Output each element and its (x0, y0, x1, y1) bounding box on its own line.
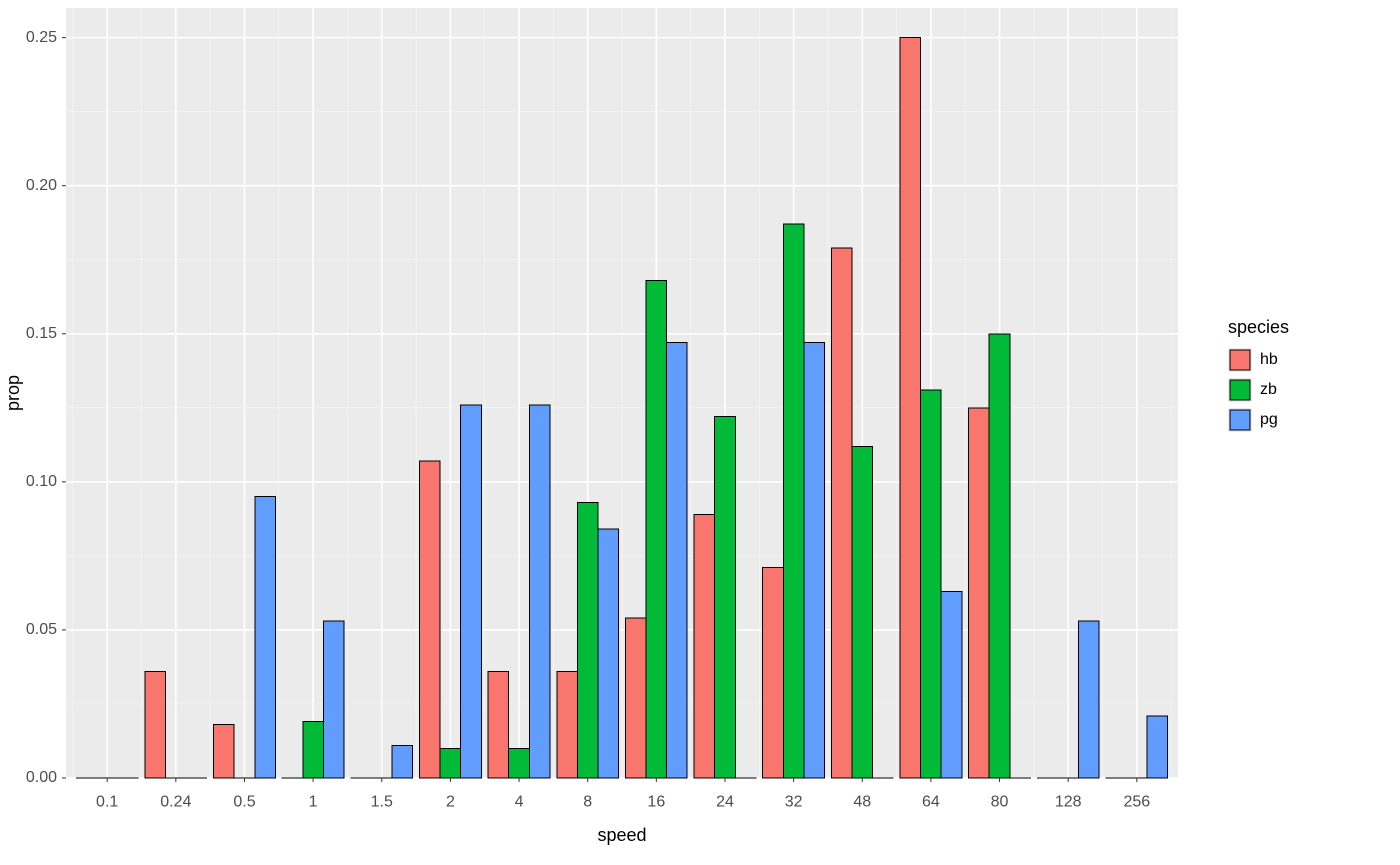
legend-item-zb: zb (1228, 378, 1277, 402)
x-tick-label: 64 (922, 793, 940, 810)
legend-item-pg: pg (1228, 408, 1278, 432)
y-tick-label: 0.25 (26, 29, 57, 46)
bar-pg-32 (804, 343, 825, 778)
bar-hb-0.24 (145, 671, 166, 778)
y-tick-label: 0.00 (26, 769, 57, 786)
x-tick-label: 8 (583, 793, 592, 810)
legend: species hb zb pg (1228, 317, 1289, 432)
x-tick-label: 1.5 (371, 793, 393, 810)
bar-pg-4 (529, 405, 550, 778)
bar-pg-64 (941, 591, 962, 778)
x-tick-label: 256 (1123, 793, 1150, 810)
bar-pg-256 (1147, 716, 1168, 778)
legend-title: species (1228, 317, 1289, 337)
x-tick-label: 48 (853, 793, 871, 810)
bar-hb-16 (625, 618, 646, 778)
bar-zb-80 (989, 334, 1010, 778)
x-tick-label: 0.1 (96, 793, 118, 810)
y-tick-label: 0.15 (26, 325, 57, 342)
bar-hb-24 (694, 514, 715, 778)
bar-hb-0.5 (214, 725, 235, 778)
y-tick-label: 0.05 (26, 621, 57, 638)
bar-hb-2 (420, 461, 441, 778)
x-axis-title: speed (597, 825, 646, 845)
bar-hb-64 (900, 38, 921, 778)
legend-item-hb: hb (1228, 348, 1278, 372)
bar-pg-1.5 (392, 745, 413, 778)
chart-container: 0.000.050.100.150.200.250.10.240.511.524… (0, 0, 1400, 865)
x-tick-label: 24 (716, 793, 734, 810)
y-tick-label: 0.10 (26, 473, 57, 490)
bar-zb-64 (921, 390, 942, 778)
bar-zb-1 (303, 722, 324, 778)
x-tick-label: 4 (515, 793, 524, 810)
x-tick-label: 0.24 (160, 793, 191, 810)
x-tick-label: 16 (647, 793, 665, 810)
bar-hb-8 (557, 671, 578, 778)
x-tick-label: 0.5 (233, 793, 255, 810)
legend-label: hb (1260, 351, 1278, 368)
x-tick-label: 1 (309, 793, 318, 810)
x-tick-label: 32 (785, 793, 803, 810)
bar-hb-80 (969, 408, 990, 778)
y-axis-title: prop (3, 375, 23, 411)
bar-pg-0.5 (255, 497, 276, 778)
chart-svg: 0.000.050.100.150.200.250.10.240.511.524… (0, 0, 1400, 865)
legend-label: zb (1260, 381, 1277, 398)
bar-zb-4 (509, 748, 530, 778)
bar-pg-16 (667, 343, 688, 778)
bar-zb-24 (715, 417, 736, 778)
bar-hb-4 (488, 671, 509, 778)
x-tick-label: 80 (991, 793, 1009, 810)
bar-zb-48 (852, 446, 873, 778)
x-tick-label: 2 (446, 793, 455, 810)
bar-pg-128 (1078, 621, 1099, 778)
y-tick-label: 0.20 (26, 177, 57, 194)
bar-hb-48 (831, 248, 852, 778)
bar-zb-32 (783, 224, 804, 778)
bar-pg-1 (323, 621, 344, 778)
bar-pg-2 (461, 405, 482, 778)
bar-zb-8 (577, 503, 598, 778)
bar-zb-16 (646, 280, 667, 778)
legend-label: pg (1260, 411, 1278, 428)
x-tick-label: 128 (1055, 793, 1082, 810)
bar-zb-2 (440, 748, 461, 778)
bar-hb-32 (763, 568, 784, 778)
bar-pg-8 (598, 529, 619, 778)
